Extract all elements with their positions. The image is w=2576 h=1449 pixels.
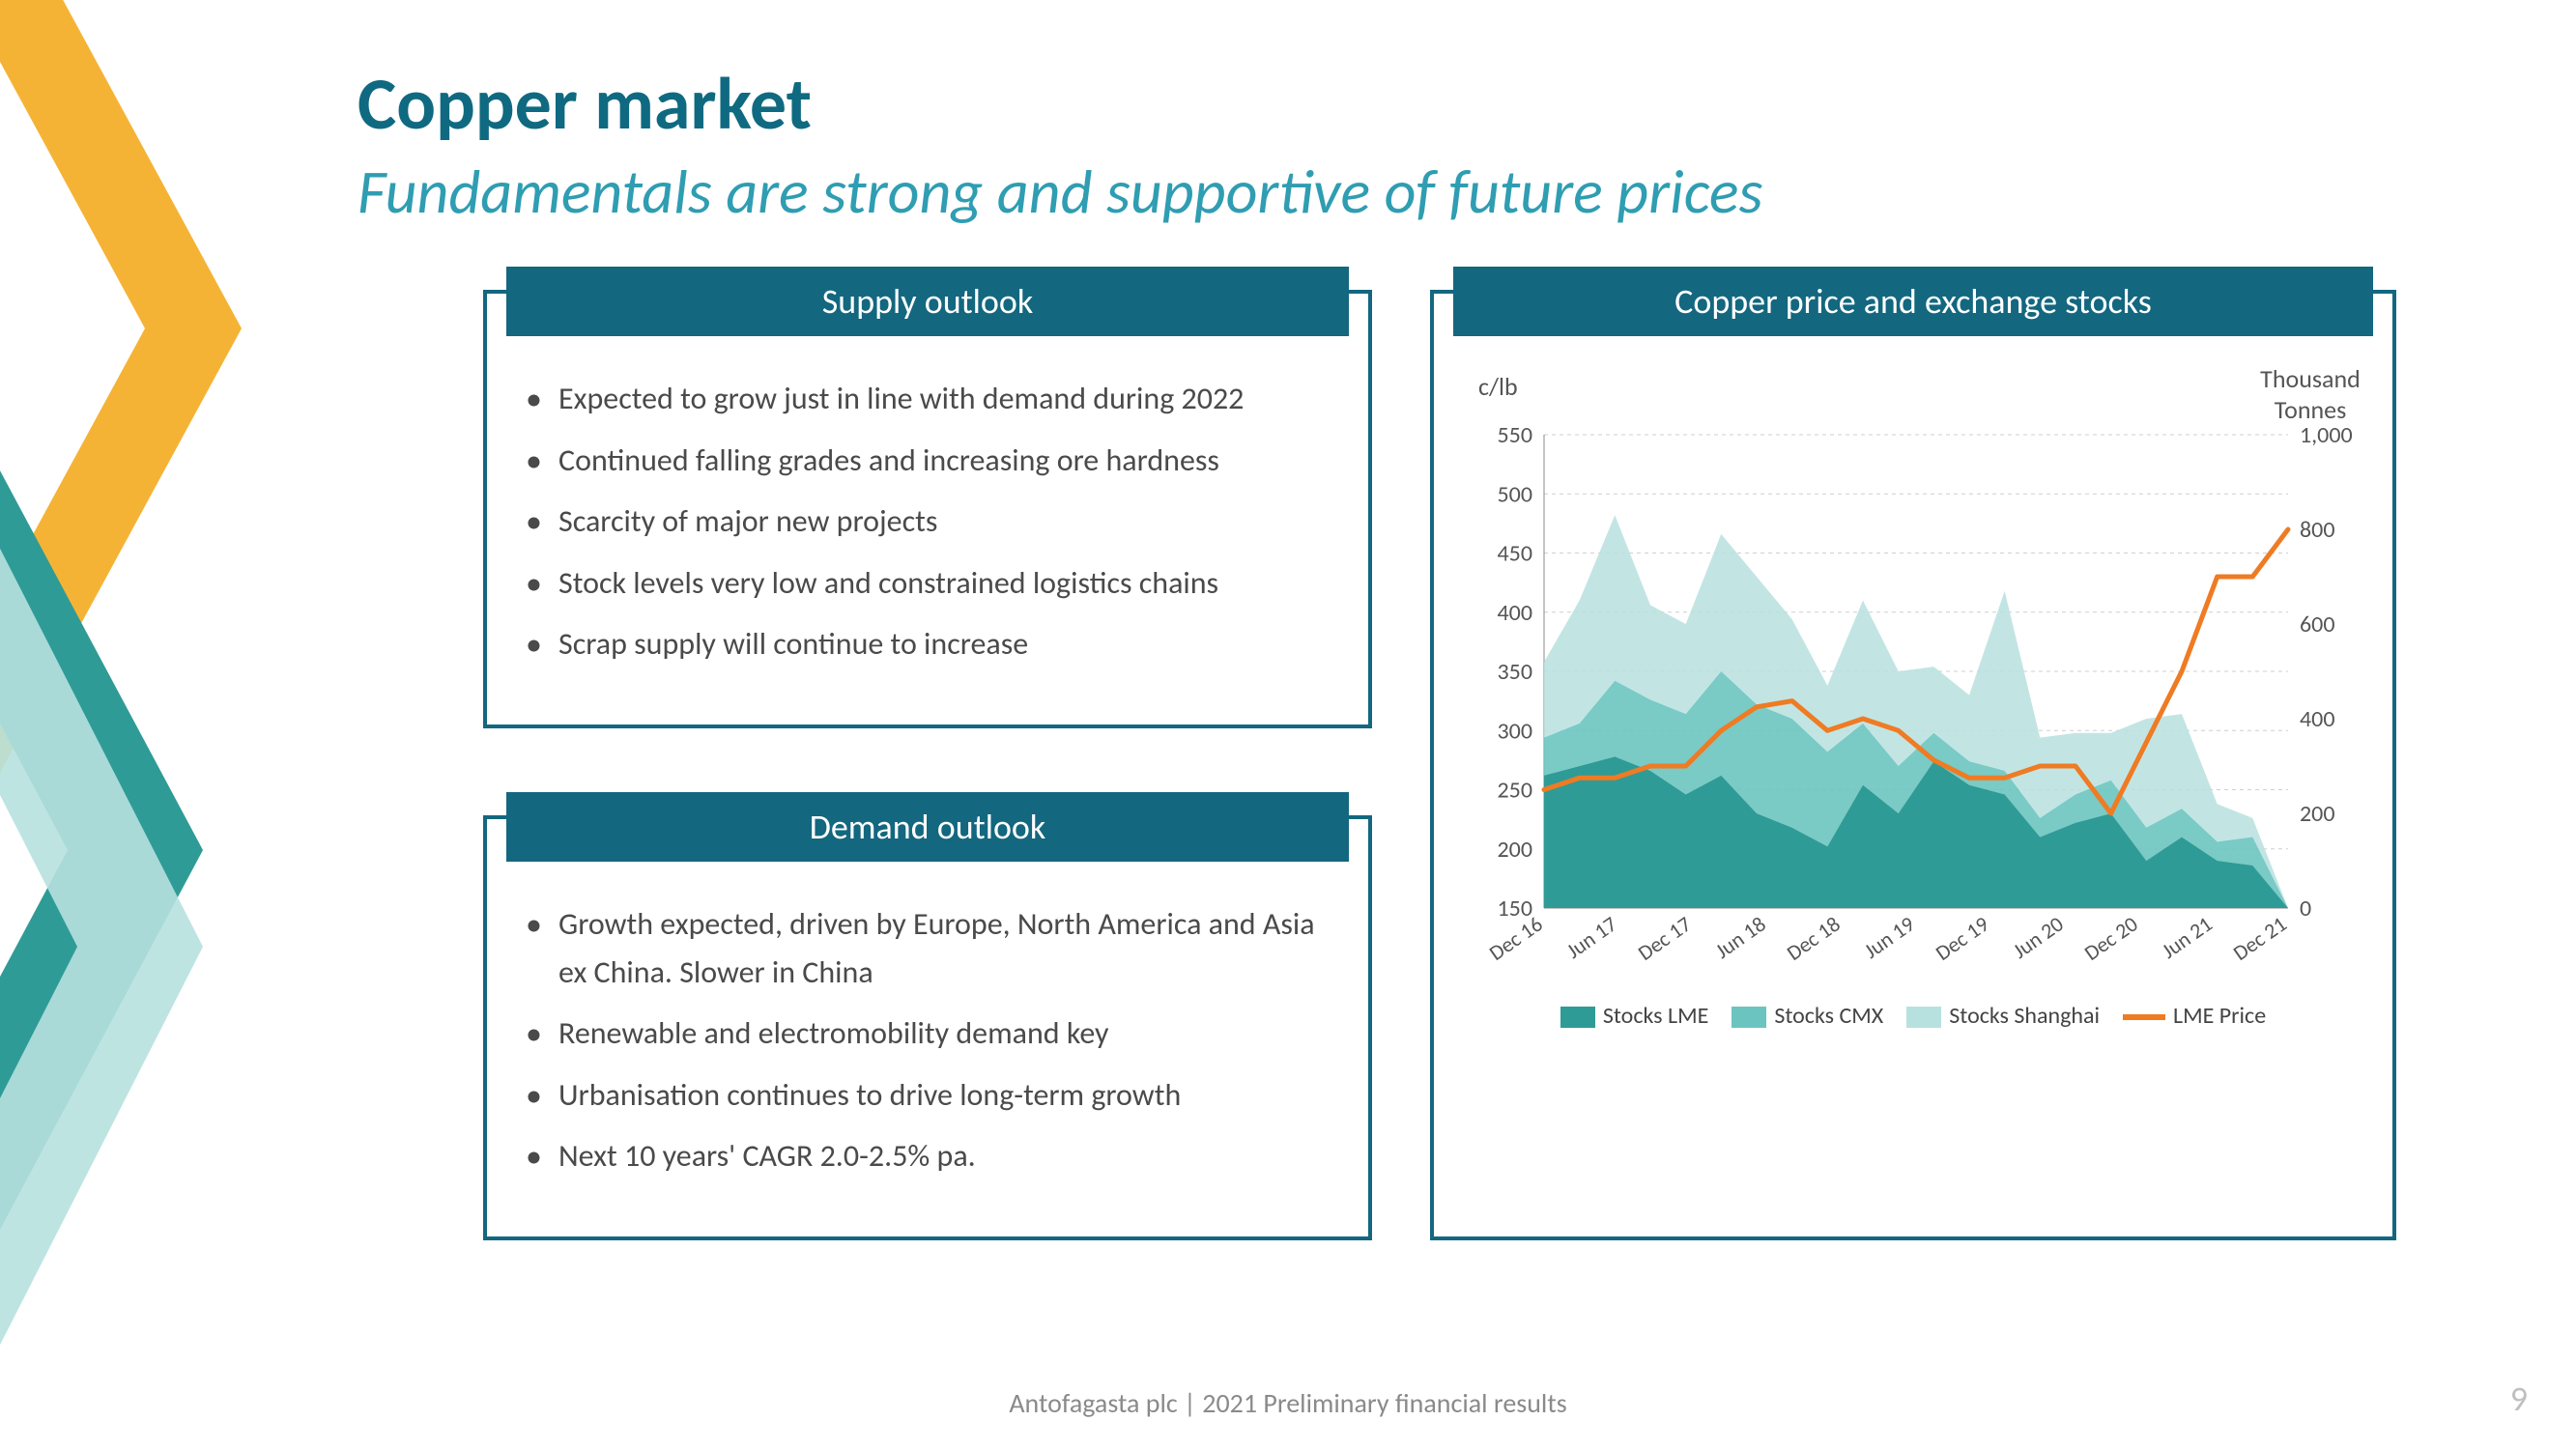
panel-chart-heading: Copper price and exchange stocks bbox=[1453, 267, 2373, 336]
svg-text:Dec 17: Dec 17 bbox=[1633, 911, 1697, 966]
left-column: Supply outlook Expected to grow just in … bbox=[483, 290, 1372, 1240]
page-title: Copper market bbox=[358, 60, 1762, 149]
demand-bullets: Growth expected, driven by Europe, North… bbox=[520, 866, 1335, 1180]
svg-text:Dec 20: Dec 20 bbox=[2079, 911, 2143, 966]
svg-text:400: 400 bbox=[2300, 705, 2335, 733]
panel-supply: Supply outlook Expected to grow just in … bbox=[483, 290, 1372, 728]
svg-text:Jun 18: Jun 18 bbox=[1710, 911, 1771, 964]
chart-area: 1502002503003504004505005500200400600800… bbox=[1467, 332, 2360, 990]
list-item: Growth expected, driven by Europe, North… bbox=[520, 900, 1335, 996]
panel-chart: Copper price and exchange stocks c/lb Th… bbox=[1430, 290, 2396, 1240]
list-item: Renewable and electromobility demand key bbox=[520, 1009, 1335, 1058]
legend-label: Stocks LME bbox=[1603, 1002, 1708, 1030]
svg-text:Jun 17: Jun 17 bbox=[1561, 911, 1622, 964]
svg-text:Jun 20: Jun 20 bbox=[2008, 911, 2069, 964]
page-subtitle: Fundamentals are strong and supportive o… bbox=[358, 155, 1762, 230]
svg-text:Jun 21: Jun 21 bbox=[2157, 911, 2218, 964]
svg-text:350: 350 bbox=[1498, 658, 1533, 686]
svg-text:Dec 19: Dec 19 bbox=[1931, 911, 1994, 966]
panel-supply-heading: Supply outlook bbox=[506, 267, 1349, 336]
page-number: 9 bbox=[2510, 1378, 2528, 1420]
y-axis-right-label-text: Thousand Tonnes bbox=[2257, 363, 2363, 425]
svg-text:450: 450 bbox=[1498, 540, 1533, 568]
svg-text:300: 300 bbox=[1498, 717, 1533, 745]
list-item: Next 10 years' CAGR 2.0-2.5% pa. bbox=[520, 1132, 1335, 1180]
svg-text:500: 500 bbox=[1498, 480, 1533, 508]
svg-text:1,000: 1,000 bbox=[2300, 421, 2353, 449]
supply-bullets: Expected to grow just in line with deman… bbox=[520, 340, 1335, 668]
legend-label: LME Price bbox=[2173, 1002, 2266, 1030]
legend-item: Stocks LME bbox=[1560, 1002, 1708, 1030]
decor-chevrons bbox=[0, 0, 348, 1449]
copper-chart: 1502002503003504004505005500200400600800… bbox=[1467, 367, 2365, 985]
svg-text:800: 800 bbox=[2300, 516, 2335, 544]
svg-text:600: 600 bbox=[2300, 611, 2335, 639]
y-axis-left-label: c/lb bbox=[1478, 371, 1518, 402]
content-row: Supply outlook Expected to grow just in … bbox=[483, 290, 2396, 1240]
chart-legend: Stocks LME Stocks CMX Stocks Shanghai LM… bbox=[1467, 1002, 2360, 1030]
panel-demand: Demand outlook Growth expected, driven b… bbox=[483, 815, 1372, 1240]
legend-item: Stocks CMX bbox=[1732, 1002, 1883, 1030]
legend-label: Stocks Shanghai bbox=[1949, 1002, 2100, 1030]
svg-text:550: 550 bbox=[1498, 421, 1533, 449]
list-item: Continued falling grades and increasing … bbox=[520, 437, 1335, 485]
svg-text:200: 200 bbox=[2300, 800, 2335, 828]
footer-text: Antofagasta plc | 2021 Preliminary finan… bbox=[0, 1386, 2576, 1420]
svg-text:Dec 21: Dec 21 bbox=[2228, 911, 2292, 966]
svg-text:250: 250 bbox=[1498, 777, 1533, 805]
y-axis-right-label: Thousand Tonnes bbox=[2257, 363, 2363, 425]
svg-text:0: 0 bbox=[2300, 895, 2311, 923]
svg-text:400: 400 bbox=[1498, 599, 1533, 627]
legend-item: LME Price bbox=[2123, 1002, 2266, 1030]
legend-item: Stocks Shanghai bbox=[1906, 1002, 2100, 1030]
list-item: Urbanisation continues to drive long-ter… bbox=[520, 1071, 1335, 1120]
slide-header: Copper market Fundamentals are strong an… bbox=[358, 60, 1762, 230]
list-item: Scarcity of major new projects bbox=[520, 497, 1335, 546]
svg-text:Dec 18: Dec 18 bbox=[1782, 911, 1846, 966]
legend-label: Stocks CMX bbox=[1774, 1002, 1883, 1030]
svg-text:200: 200 bbox=[1498, 836, 1533, 864]
list-item: Scrap supply will continue to increase bbox=[520, 620, 1335, 668]
svg-text:Jun 19: Jun 19 bbox=[1859, 911, 1920, 964]
list-item: Stock levels very low and constrained lo… bbox=[520, 559, 1335, 608]
slide: Copper market Fundamentals are strong an… bbox=[0, 0, 2576, 1449]
panel-demand-heading: Demand outlook bbox=[506, 792, 1349, 862]
list-item: Expected to grow just in line with deman… bbox=[520, 375, 1335, 423]
